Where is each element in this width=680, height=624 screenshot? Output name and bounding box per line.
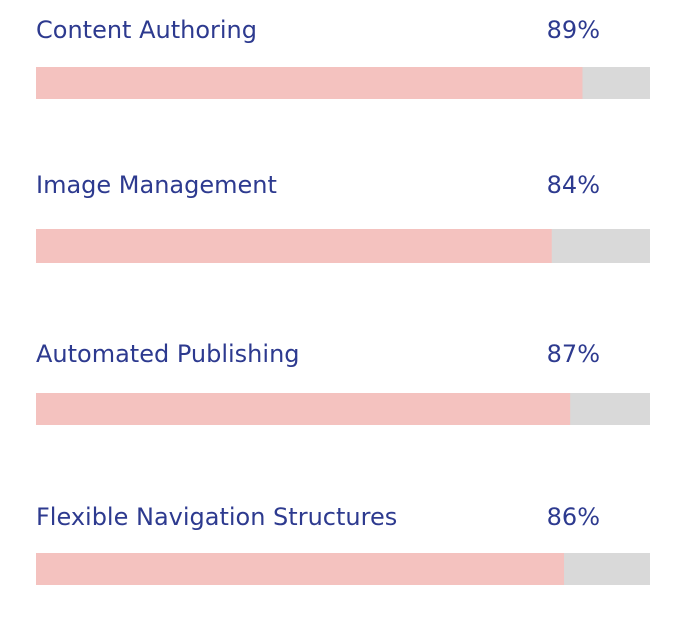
- bar: [36, 229, 552, 263]
- value-label: 87%: [547, 340, 600, 368]
- item-label: Automated Publishing: [36, 340, 300, 368]
- item-label: Content Authoring: [36, 16, 257, 44]
- bar: [36, 67, 583, 99]
- item-label: Image Management: [36, 171, 277, 199]
- value-label: 84%: [547, 171, 600, 199]
- bar: [36, 393, 571, 425]
- bar: [36, 553, 565, 585]
- item-label: Flexible Navigation Structures: [36, 503, 397, 531]
- value-label: 86%: [547, 503, 600, 531]
- value-label: 89%: [547, 16, 600, 44]
